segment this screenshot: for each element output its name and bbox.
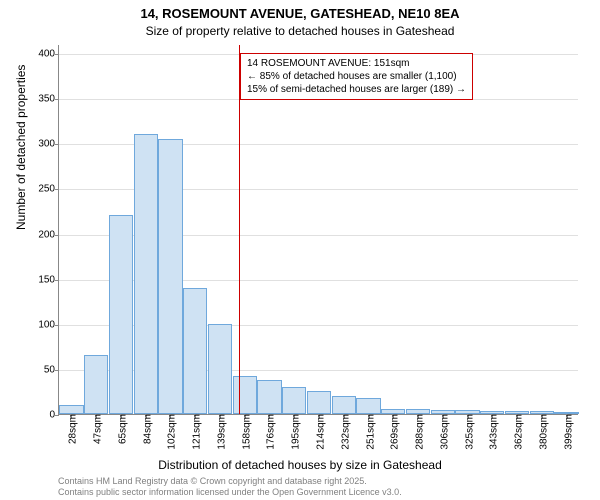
- x-tick-label: 325sqm: [460, 414, 475, 450]
- y-tick-mark: [55, 415, 59, 416]
- x-tick-label: 399sqm: [559, 414, 574, 450]
- x-tick-label: 195sqm: [287, 414, 302, 450]
- x-tick-label: 251sqm: [361, 414, 376, 450]
- x-tick-label: 214sqm: [312, 414, 327, 450]
- reference-line: [239, 45, 240, 414]
- x-tick-label: 232sqm: [336, 414, 351, 450]
- histogram-bar: [59, 405, 83, 414]
- histogram-bar: [455, 410, 479, 414]
- histogram-bar: [257, 380, 281, 414]
- chart-container: 14, ROSEMOUNT AVENUE, GATESHEAD, NE10 8E…: [0, 0, 600, 500]
- x-tick-label: 158sqm: [237, 414, 252, 450]
- histogram-bar: [431, 410, 455, 414]
- y-tick-mark: [55, 54, 59, 55]
- x-tick-label: 380sqm: [534, 414, 549, 450]
- histogram-bar: [406, 409, 430, 414]
- histogram-bar: [381, 409, 405, 414]
- chart-title-main: 14, ROSEMOUNT AVENUE, GATESHEAD, NE10 8E…: [0, 6, 600, 21]
- x-tick-label: 269sqm: [386, 414, 401, 450]
- histogram-bar: [332, 396, 356, 414]
- x-tick-label: 47sqm: [89, 414, 104, 444]
- y-tick-mark: [55, 370, 59, 371]
- histogram-bar: [356, 398, 380, 414]
- x-tick-label: 176sqm: [262, 414, 277, 450]
- x-tick-label: 84sqm: [138, 414, 153, 444]
- x-tick-label: 121sqm: [188, 414, 203, 450]
- histogram-bar: [183, 288, 207, 414]
- histogram-bar: [505, 411, 529, 414]
- chart-footer: Contains HM Land Registry data © Crown c…: [58, 476, 402, 498]
- y-tick-mark: [55, 99, 59, 100]
- x-tick-label: 139sqm: [212, 414, 227, 450]
- chart-title-sub: Size of property relative to detached ho…: [0, 24, 600, 38]
- x-tick-label: 306sqm: [435, 414, 450, 450]
- histogram-bar: [282, 387, 306, 414]
- y-tick-mark: [55, 144, 59, 145]
- x-tick-label: 343sqm: [485, 414, 500, 450]
- histogram-bar: [307, 391, 331, 414]
- x-tick-label: 362sqm: [510, 414, 525, 450]
- histogram-bar: [480, 411, 504, 414]
- y-axis-title: Number of detached properties: [14, 65, 28, 230]
- x-tick-label: 288sqm: [411, 414, 426, 450]
- histogram-bar: [233, 376, 257, 414]
- plot-area: 05010015020025030035040028sqm47sqm65sqm8…: [58, 45, 578, 415]
- annotation-line: ← 85% of detached houses are smaller (1,…: [247, 70, 466, 83]
- histogram-bar: [530, 411, 554, 414]
- histogram-bar: [158, 139, 182, 414]
- footer-line1: Contains HM Land Registry data © Crown c…: [58, 476, 402, 487]
- x-tick-label: 102sqm: [163, 414, 178, 450]
- histogram-bar: [134, 134, 158, 414]
- x-tick-label: 28sqm: [64, 414, 79, 444]
- histogram-bar: [109, 215, 133, 414]
- histogram-bar: [84, 355, 108, 414]
- y-tick-mark: [55, 280, 59, 281]
- annotation-box: 14 ROSEMOUNT AVENUE: 151sqm← 85% of deta…: [240, 53, 473, 100]
- histogram-bar: [208, 324, 232, 414]
- y-tick-mark: [55, 235, 59, 236]
- x-axis-title: Distribution of detached houses by size …: [0, 458, 600, 472]
- annotation-line: 15% of semi-detached houses are larger (…: [247, 83, 466, 96]
- footer-line2: Contains public sector information licen…: [58, 487, 402, 498]
- y-tick-mark: [55, 325, 59, 326]
- x-tick-label: 65sqm: [113, 414, 128, 444]
- annotation-line: 14 ROSEMOUNT AVENUE: 151sqm: [247, 57, 466, 70]
- y-tick-mark: [55, 189, 59, 190]
- histogram-bar: [554, 412, 578, 414]
